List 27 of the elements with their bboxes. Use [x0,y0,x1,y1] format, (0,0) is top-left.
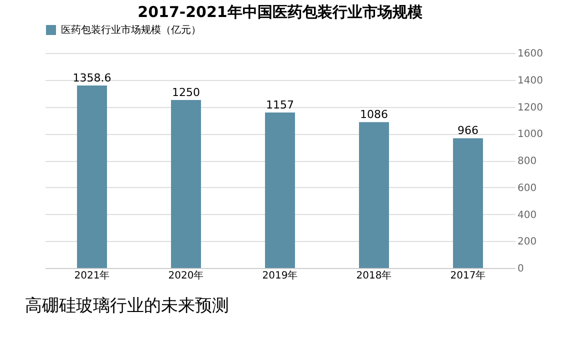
bar [171,100,201,268]
y-tick-label: 0 [518,264,524,274]
bar [453,138,483,268]
x-tick-label: 2019年 [262,270,298,282]
bar [359,122,389,268]
data-label: 1358.6 [72,71,112,84]
y-tick-label: 1200 [518,102,543,114]
x-tick-label: 2021年 [74,270,110,282]
x-tick-label: 2017年 [450,270,486,282]
chart-title: 2017-2021年中国医药包装行业市场规模 [138,3,424,21]
x-tick-label: 2018年 [356,270,392,282]
y-tick-label: 400 [518,210,537,221]
y-tick-label: 1400 [518,75,543,86]
y-tick-label: 200 [518,236,537,248]
data-label: 1250 [172,86,200,100]
y-tick-label: 800 [518,156,537,167]
data-label: 1157 [266,98,294,112]
bar [77,85,107,268]
y-tick-label: 600 [518,182,537,194]
x-tick-label: 2020年 [168,270,204,282]
text: 高硼硅玻璃行业的未来预测 [25,296,229,316]
y-tick-label: 1600 [518,48,543,60]
bar [265,112,295,268]
y-tick-label: 1000 [518,129,543,140]
data-label: 1086 [360,108,388,122]
data-label: 966 [458,124,478,138]
legend-label: 医药包装行业市场规模（亿元） [61,24,201,36]
